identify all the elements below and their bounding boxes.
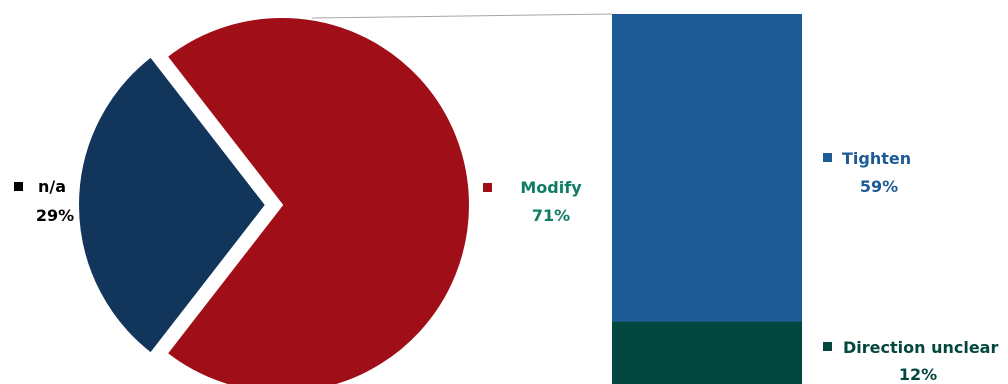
pie-slice-modify — [165, 16, 471, 384]
value-label-modify: 71% — [532, 206, 570, 225]
legend-label-tighten: Tighten — [842, 149, 911, 168]
legend-modify: Modify 71% — [483, 178, 582, 225]
connector-line — [311, 13, 613, 19]
legend-label-direction-unclear: Direction unclear — [843, 338, 998, 357]
bar-segment-tighten — [612, 14, 802, 322]
legend-na: n/a 29% — [14, 177, 74, 225]
legend-swatch-na — [14, 182, 23, 191]
legend-label-na: n/a — [38, 177, 66, 196]
legend-swatch-modify — [483, 183, 492, 192]
value-label-tighten: 59% — [860, 177, 898, 196]
pie-slice-n-a — [77, 55, 268, 355]
pie-chart — [77, 16, 471, 384]
bar-segment-direction-unclear — [612, 321, 802, 384]
legend-swatch-tighten — [823, 153, 832, 162]
legend-direction-unclear: Direction unclear 12% — [823, 338, 998, 384]
legend-swatch-direction-unclear — [823, 342, 832, 351]
legend-tighten: Tighten 59% — [823, 149, 911, 196]
legend-label-modify: Modify — [520, 178, 582, 197]
value-label-direction-unclear: 12% — [899, 365, 937, 384]
stacked-bar-chart — [612, 14, 802, 384]
value-label-na: 29% — [36, 206, 74, 225]
